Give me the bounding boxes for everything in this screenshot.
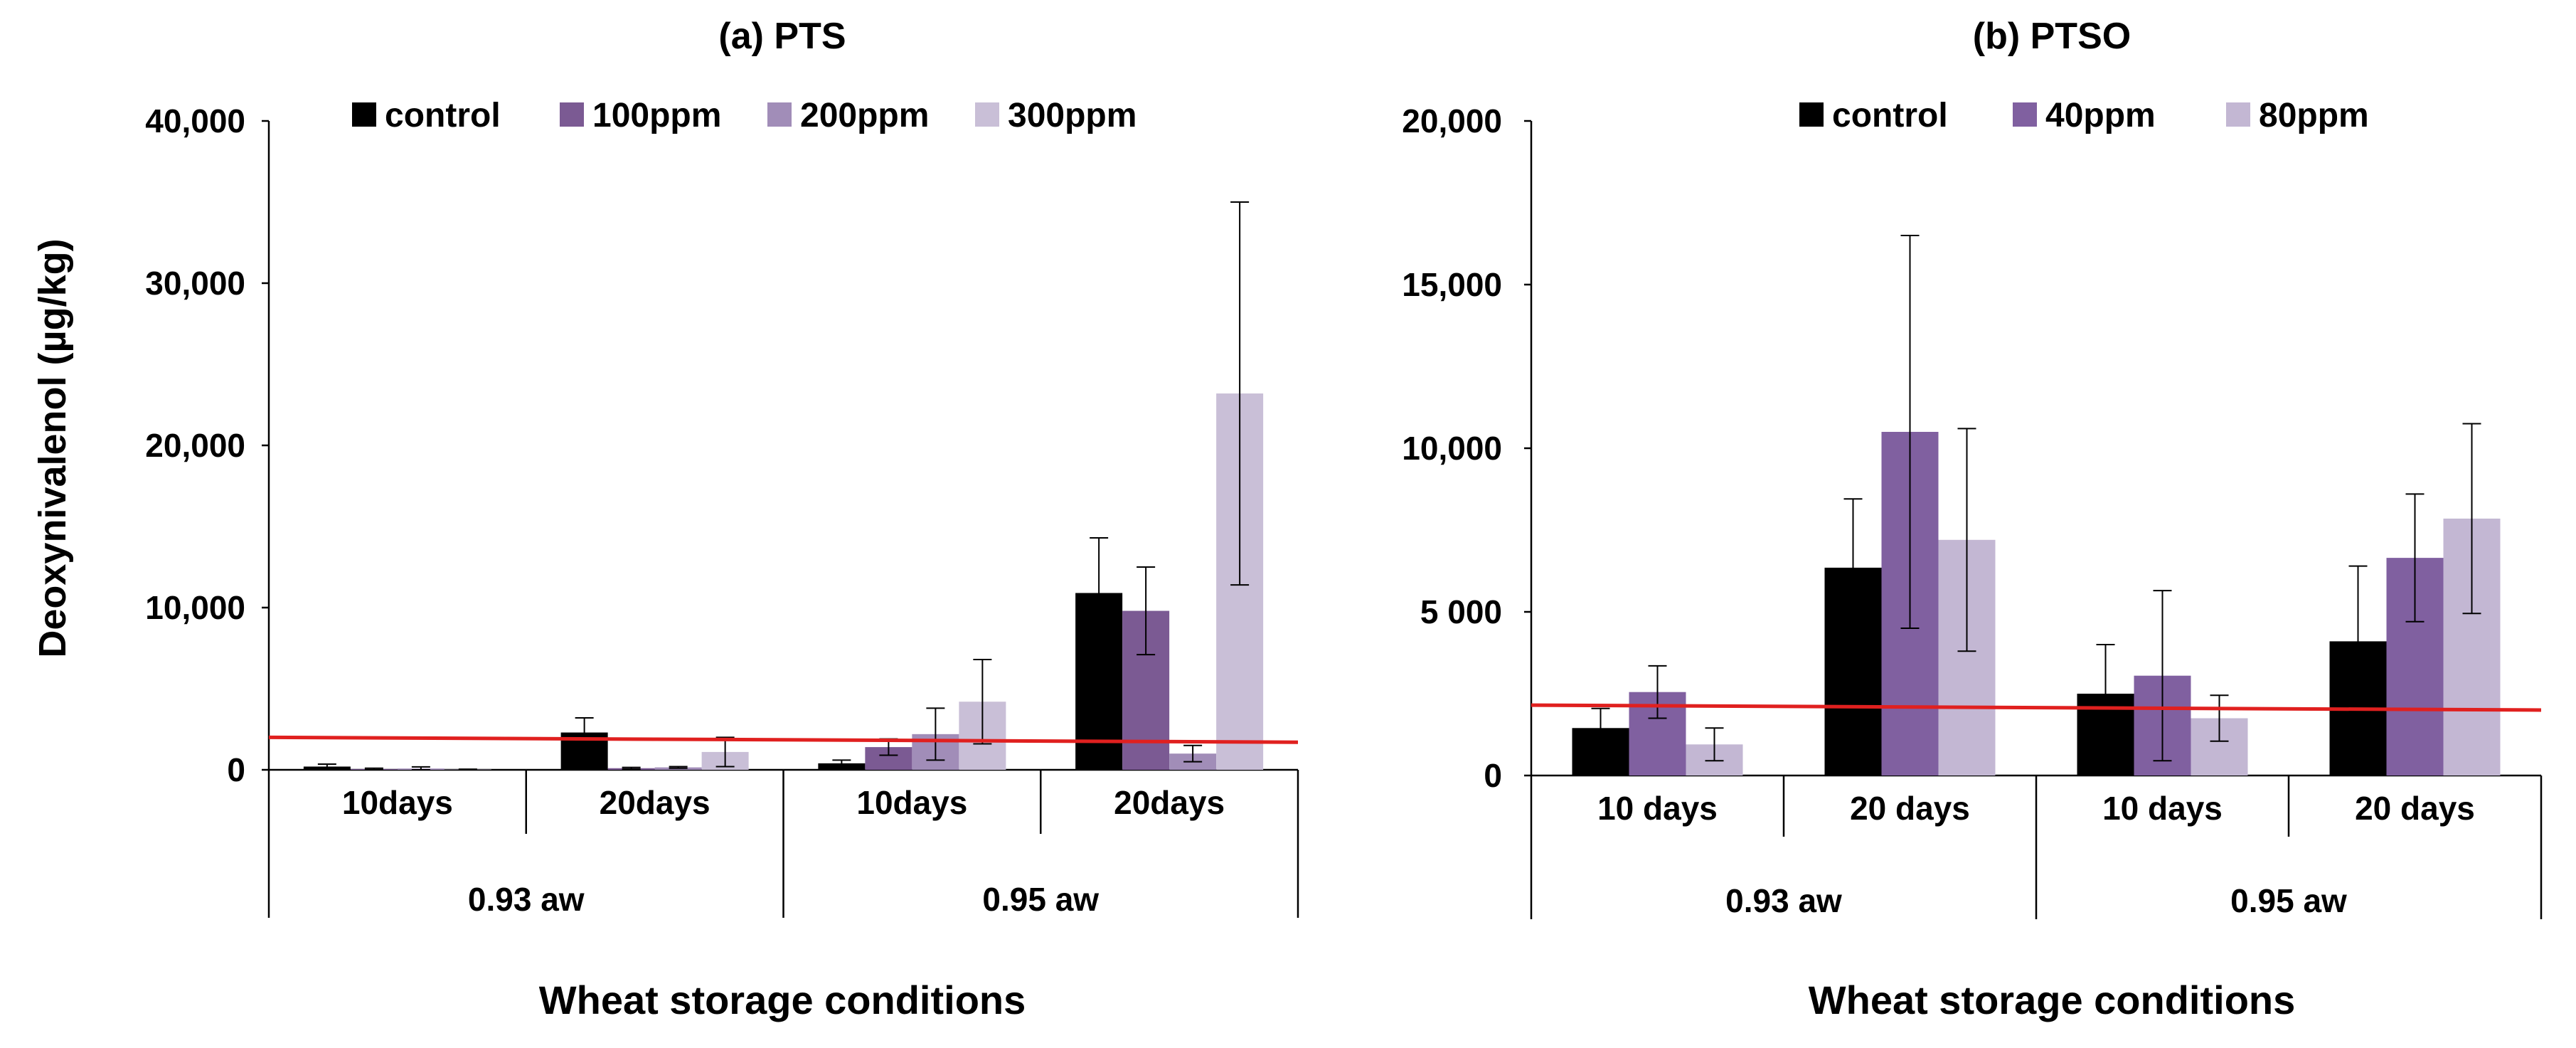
legend-label: control <box>385 97 501 134</box>
y-tick-label: 15,000 <box>1402 266 1502 303</box>
category-label: 10 days <box>1597 790 1718 827</box>
y-tick-label: 5 000 <box>1420 593 1502 630</box>
legend-swatch <box>1799 102 1824 127</box>
category-label: 10days <box>856 784 967 821</box>
chart-title: (b) PTSO <box>1973 16 2131 57</box>
legend-label: 40ppm <box>2045 97 2156 134</box>
group-label: 0.93 aw <box>1725 882 1842 919</box>
y-tick-label: 20,000 <box>145 427 245 464</box>
category-label: 20days <box>600 784 710 821</box>
y-axis-label: Deoxynivalenol (µg/kg) <box>31 238 74 657</box>
group-label: 0.95 aw <box>2230 882 2347 919</box>
chart-ptso: (b) PTSO 0 5 000 10,000 15,000 20,000 10 days 2… <box>1402 16 2543 1022</box>
legend-swatch <box>767 102 792 127</box>
legend-label: 80ppm <box>2259 97 2369 134</box>
legend-label: 300ppm <box>1008 97 1137 134</box>
limit-line <box>268 735 1299 744</box>
category-label: 20 days <box>1850 790 1970 827</box>
y-tick-label: 10,000 <box>1402 430 1502 467</box>
x-axis-label: Wheat storage conditions <box>539 978 1026 1022</box>
limit-line <box>1531 703 2542 712</box>
legend-swatch <box>2226 102 2250 127</box>
y-tick-label: 0 <box>1484 757 1502 794</box>
legend-label: control <box>1832 97 1948 134</box>
group-label: 0.93 aw <box>468 881 585 918</box>
y-tick-label: 0 <box>227 751 245 788</box>
legend-swatch <box>975 102 999 127</box>
chart-pts: (a) PTS 0 10,000 20,000 30,000 40,000 Deoxyniv… <box>31 16 1299 1022</box>
y-tick-label: 10,000 <box>145 589 245 626</box>
x-axis-label: Wheat storage conditions <box>1809 978 2296 1022</box>
group-label: 0.95 aw <box>982 881 1099 918</box>
category-label: 20days <box>1114 784 1225 821</box>
legend-label: 200ppm <box>800 97 929 134</box>
chart-title: (a) PTS <box>718 16 846 57</box>
category-label: 20 days <box>2355 790 2475 827</box>
category-label: 10 days <box>2102 790 2223 827</box>
y-tick-label: 30,000 <box>145 265 245 302</box>
y-tick-label: 20,000 <box>1402 102 1502 139</box>
legend-swatch <box>560 102 584 127</box>
legend-swatch <box>2013 102 2037 127</box>
legend-swatch <box>352 102 376 127</box>
legend-label: 100ppm <box>592 97 721 134</box>
category-label: 10days <box>342 784 453 821</box>
y-tick-label: 40,000 <box>145 102 245 139</box>
